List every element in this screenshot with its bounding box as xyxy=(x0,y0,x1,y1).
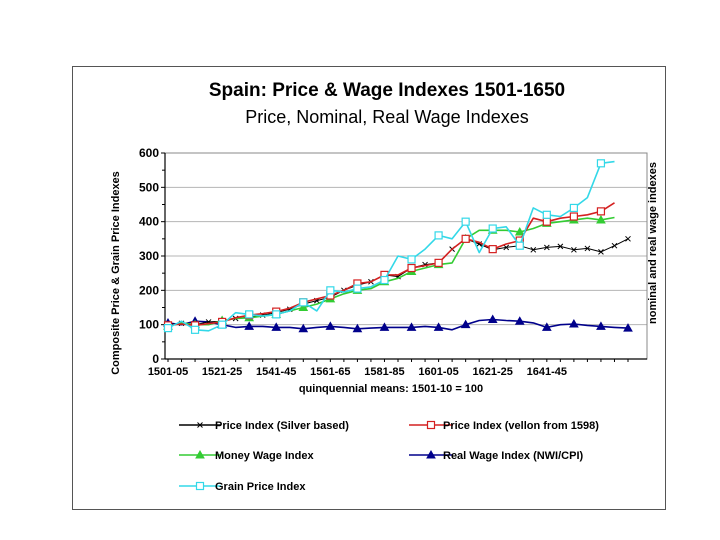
x-tick-label: 1641-45 xyxy=(527,366,567,378)
data-point xyxy=(530,246,537,253)
legend-entry-money-wage: Money Wage Index xyxy=(179,449,314,462)
data-point xyxy=(460,319,471,329)
data-point xyxy=(379,322,390,331)
series-line-2 xyxy=(167,216,615,328)
data-point xyxy=(326,286,335,295)
chart-subtitle: Price, Nominal, Real Wage Indexes xyxy=(245,107,528,127)
data-point xyxy=(503,244,510,251)
legend-label-money-wage: Money Wage Index xyxy=(215,450,314,462)
data-point xyxy=(271,322,282,331)
data-point xyxy=(625,235,631,242)
data-point xyxy=(353,284,362,293)
y-tick-label: 0 xyxy=(152,352,159,366)
data-point xyxy=(623,323,633,332)
x-axis-label: quinquennial means: 1501-10 = 100 xyxy=(299,383,483,395)
data-point xyxy=(596,321,606,330)
chart-canvas: Spain: Price & Wage Indexes 1501-1650 Pr… xyxy=(110,80,659,493)
data-point xyxy=(298,323,309,333)
data-point xyxy=(542,210,551,219)
legend-label-real-wage: Real Wage Index (NWI/CPI) xyxy=(443,450,584,462)
data-point xyxy=(541,322,552,331)
data-point xyxy=(190,325,200,334)
y-tick-label: 100 xyxy=(139,318,159,332)
x-tick-label: 1501-05 xyxy=(148,366,188,378)
y-tick-label: 200 xyxy=(139,283,159,297)
legend-marker xyxy=(197,422,203,428)
data-point xyxy=(298,302,309,311)
data-point xyxy=(487,314,498,324)
y-tick-label: 300 xyxy=(139,249,159,263)
data-point xyxy=(325,321,336,330)
data-point xyxy=(569,318,579,328)
data-point xyxy=(543,244,550,251)
series-line-3 xyxy=(167,318,629,331)
data-point xyxy=(488,224,497,233)
x-tick-label: 1521-25 xyxy=(202,366,242,378)
data-point xyxy=(407,263,416,273)
data-point xyxy=(596,159,606,168)
data-point xyxy=(461,234,470,243)
data-point xyxy=(352,323,363,333)
data-point xyxy=(461,217,470,226)
data-point xyxy=(557,243,564,250)
legend-marker xyxy=(195,449,205,459)
legend-entry-real-wage: Real Wage Index (NWI/CPI) xyxy=(409,449,584,462)
legend-marker xyxy=(195,481,205,491)
x-tick-label: 1621-25 xyxy=(473,366,513,378)
data-point xyxy=(434,258,443,267)
data-point xyxy=(163,324,173,333)
data-point xyxy=(596,214,606,224)
data-point xyxy=(272,310,281,319)
data-point xyxy=(488,245,497,254)
data-point xyxy=(406,322,417,331)
data-point xyxy=(434,231,443,240)
data-point xyxy=(569,212,578,221)
chart-frame: Spain: Price & Wage Indexes 1501-1650 Pr… xyxy=(72,66,666,510)
data-point xyxy=(380,275,389,285)
y-tick-label: 400 xyxy=(139,215,159,229)
legend-marker xyxy=(426,449,436,459)
legend-label-price-vellon: Price Index (vellon from 1598) xyxy=(443,420,599,432)
legend-marker xyxy=(426,420,436,430)
series-line-1 xyxy=(167,202,615,327)
data-point xyxy=(514,226,525,236)
legend-entry-price-vellon: Price Index (vellon from 1598) xyxy=(409,420,599,432)
data-point xyxy=(584,245,591,252)
legend-label-grain-price: Grain Price Index xyxy=(215,481,306,493)
legend-label-price-silver: Price Index (Silver based) xyxy=(215,420,349,432)
x-tick-label: 1581-85 xyxy=(364,366,404,378)
series-line-4 xyxy=(167,160,615,332)
data-point xyxy=(598,249,604,255)
legend-entry-grain-price: Grain Price Index xyxy=(179,481,306,493)
data-point xyxy=(542,217,551,226)
series-line-0 xyxy=(167,238,629,326)
data-point xyxy=(611,242,618,249)
chart-title: Spain: Price & Wage Indexes 1501-1650 xyxy=(209,80,565,101)
data-point xyxy=(244,321,255,330)
legend-entry-price-silver: Price Index (Silver based) xyxy=(179,420,349,432)
y-tick-label: 500 xyxy=(139,180,159,194)
data-point xyxy=(569,203,578,213)
data-point xyxy=(515,241,524,250)
data-point xyxy=(571,246,577,253)
x-tick-label: 1601-05 xyxy=(418,366,458,378)
x-tick-label: 1561-65 xyxy=(310,366,350,378)
y-axis-label-right: nominal and real wage indexes xyxy=(647,162,659,324)
data-point xyxy=(245,310,254,319)
data-point xyxy=(596,207,606,216)
y-axis-label-left: Composite Price & Grain Price Indexes xyxy=(110,171,122,375)
data-point xyxy=(218,320,227,329)
data-point xyxy=(433,322,444,331)
y-tick-label: 600 xyxy=(139,146,159,160)
data-point xyxy=(299,298,308,307)
data-point xyxy=(407,255,416,264)
data-point xyxy=(514,316,525,325)
x-tick-label: 1541-45 xyxy=(256,366,296,378)
